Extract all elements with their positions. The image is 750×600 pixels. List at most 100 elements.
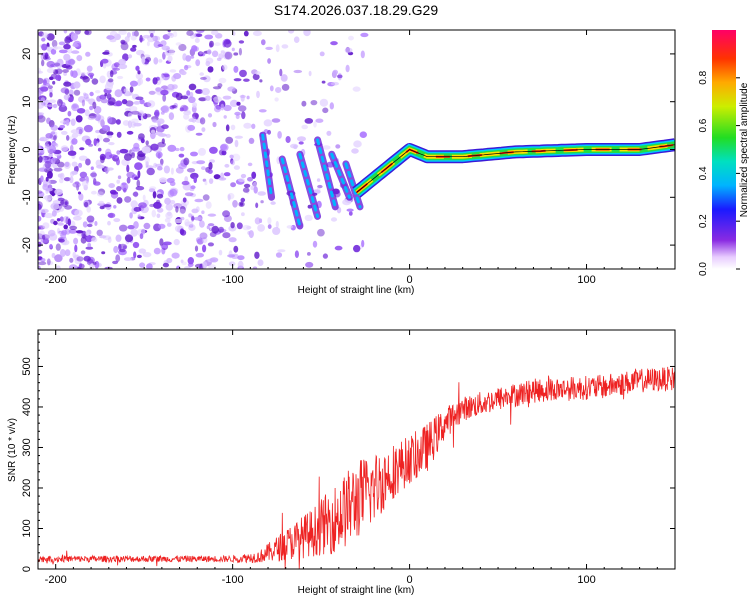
- noise-blob: [43, 167, 53, 173]
- noise-blob: [326, 130, 332, 136]
- noise-blob: [46, 33, 55, 41]
- noise-blob: [47, 261, 54, 266]
- noise-blob: [190, 214, 195, 223]
- noise-blob: [73, 89, 81, 96]
- noise-blob: [153, 57, 159, 65]
- noise-blob: [259, 79, 263, 83]
- noise-blob: [352, 86, 361, 92]
- noise-blob: [60, 231, 67, 240]
- noise-blob: [41, 32, 49, 39]
- noise-blob: [175, 92, 183, 101]
- noise-blob: [189, 32, 196, 39]
- noise-blob: [225, 136, 234, 144]
- noise-blob: [222, 95, 232, 100]
- noise-blob: [59, 124, 66, 129]
- noise-blob: [96, 191, 104, 197]
- noise-blob: [277, 249, 286, 253]
- noise-blob: [255, 71, 261, 75]
- noise-blob: [85, 158, 91, 166]
- noise-blob: [223, 115, 227, 119]
- noise-blob: [133, 101, 141, 105]
- noise-blob: [220, 103, 225, 111]
- noise-blob: [75, 230, 84, 234]
- y-tick-label: 20: [21, 48, 33, 60]
- noise-blob: [61, 130, 68, 135]
- noise-blob: [67, 150, 77, 156]
- noise-blob: [116, 150, 121, 155]
- noise-blob: [85, 246, 94, 250]
- noise-blob: [319, 98, 329, 107]
- noise-blob: [267, 58, 271, 64]
- noise-blob: [208, 162, 213, 170]
- noise-blob: [179, 107, 184, 112]
- noise-blob: [233, 65, 239, 73]
- noise-blob: [169, 69, 177, 73]
- noise-blob: [191, 216, 195, 221]
- noise-blob: [205, 57, 214, 64]
- noise-blob: [313, 121, 317, 128]
- noise-blob: [165, 212, 173, 219]
- noise-blob: [72, 182, 81, 188]
- noise-blob: [130, 121, 136, 128]
- noise-blob: [160, 89, 169, 96]
- noise-blob: [69, 144, 74, 152]
- noise-blob: [199, 117, 206, 125]
- noise-blob: [129, 86, 134, 93]
- noise-blob: [124, 196, 132, 203]
- noise-blob: [166, 257, 173, 264]
- x-tick-label: 0: [407, 274, 413, 286]
- noise-blob: [267, 129, 271, 135]
- noise-blob: [231, 47, 235, 52]
- noise-blob: [298, 141, 304, 145]
- noise-blob: [145, 161, 149, 168]
- noise-blob: [62, 69, 69, 73]
- noise-blob: [208, 264, 217, 269]
- noise-blob: [194, 263, 204, 269]
- noise-blob: [195, 33, 203, 37]
- noise-blob: [345, 64, 350, 73]
- noise-blob: [161, 124, 169, 129]
- noise-blob: [133, 206, 142, 212]
- noise-blob: [195, 132, 203, 136]
- noise-blob: [251, 123, 256, 129]
- y-tick-label: 500: [21, 357, 33, 375]
- noise-blob: [99, 235, 107, 239]
- noise-blob: [116, 186, 122, 192]
- noise-blob: [141, 56, 146, 64]
- noise-blob: [147, 34, 156, 43]
- noise-blob: [178, 43, 187, 52]
- y-tick-label: 300: [21, 438, 33, 456]
- noise-blob: [193, 46, 200, 52]
- noise-blob: [207, 213, 217, 217]
- noise-blob: [107, 220, 111, 226]
- noise-blob: [52, 80, 56, 85]
- noise-blob: [155, 163, 164, 168]
- noise-blob: [307, 252, 311, 256]
- noise-blob: [151, 209, 157, 218]
- ridge-streak-core: [280, 157, 302, 228]
- noise-blob: [214, 105, 221, 113]
- noise-blob: [250, 185, 255, 191]
- noise-blob: [99, 205, 105, 210]
- noise-blob: [252, 266, 258, 269]
- noise-blob: [181, 261, 187, 266]
- noise-blob: [223, 104, 232, 112]
- noise-blob: [109, 189, 117, 195]
- noise-blob: [265, 46, 273, 51]
- noise-blob: [107, 78, 114, 83]
- noise-blob: [173, 203, 183, 209]
- noise-blob: [82, 221, 88, 228]
- noise-blob: [227, 254, 236, 258]
- noise-blob: [60, 87, 69, 94]
- noise-blob: [76, 183, 80, 191]
- noise-blob: [204, 180, 208, 186]
- noise-blob: [101, 251, 106, 255]
- noise-blob: [308, 70, 312, 77]
- noise-blob: [108, 183, 115, 189]
- noise-blob: [126, 171, 135, 178]
- noise-blob: [170, 167, 174, 175]
- noise-blob: [54, 188, 63, 196]
- noise-blob: [312, 240, 318, 248]
- noise-blob: [207, 113, 213, 118]
- noise-blob: [285, 136, 291, 143]
